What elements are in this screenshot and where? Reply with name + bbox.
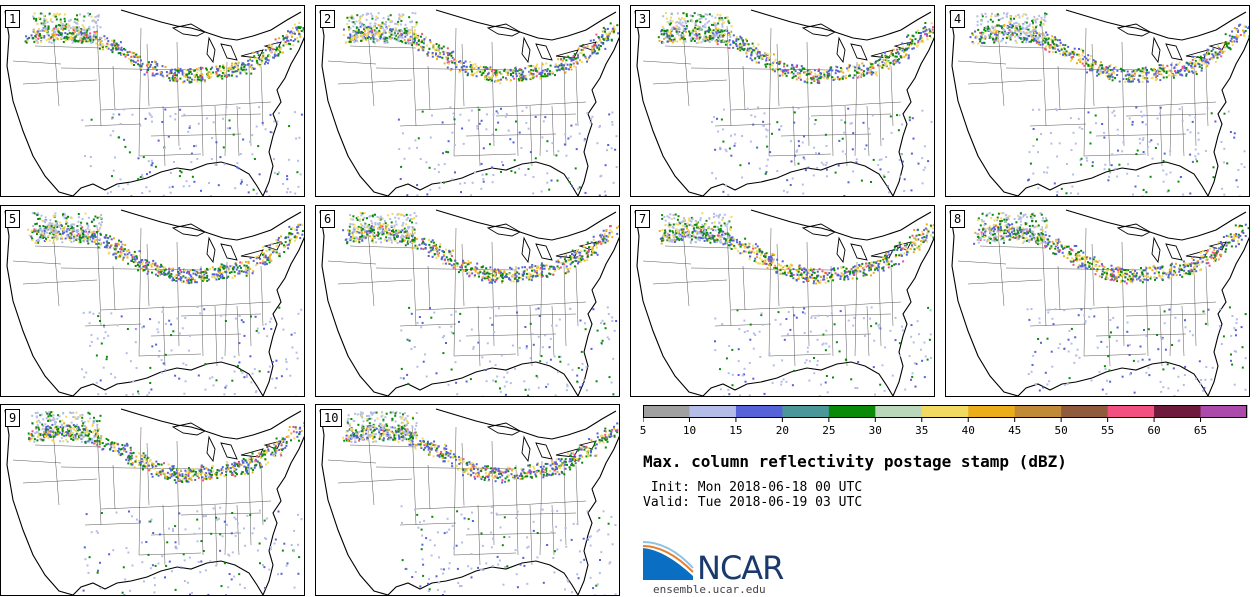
member-number-label: 1 xyxy=(5,10,21,28)
member-number-label: 3 xyxy=(635,10,651,28)
member-10-reflectivity-map xyxy=(319,408,619,595)
member-number-label: 4 xyxy=(950,10,966,28)
member-5-reflectivity-map xyxy=(4,209,304,396)
ensemble-member-map-5: 5 xyxy=(0,205,305,397)
colorbar-swatch xyxy=(968,405,1016,418)
member-number-label: 5 xyxy=(5,210,21,228)
ensemble-member-map-4: 4 xyxy=(945,5,1250,197)
member-6-reflectivity-map xyxy=(319,209,619,396)
member-3-reflectivity-map xyxy=(634,9,934,196)
ensemble-member-map-10: 10 xyxy=(315,404,620,596)
colorbar-tick-35: 35 xyxy=(915,424,929,437)
colorbar-tick-50: 50 xyxy=(1054,424,1068,437)
ensemble-member-map-1: 1 xyxy=(0,5,305,197)
colorbar-swatch xyxy=(643,405,690,418)
member-7-reflectivity-map xyxy=(634,209,934,396)
colorbar-swatch xyxy=(1014,405,1062,418)
colorbar-tick-20: 20 xyxy=(775,424,789,437)
colorbar-tick-55: 55 xyxy=(1100,424,1115,437)
member-1-reflectivity-map xyxy=(4,9,304,196)
colorbar-swatch xyxy=(1061,405,1109,418)
colorbar-tick-65: 65 xyxy=(1193,424,1208,437)
colorbar-swatch xyxy=(875,405,923,418)
colorbar-tick-5: 5 xyxy=(639,424,647,437)
colorbar-swatch xyxy=(1107,405,1155,418)
member-number-label: 6 xyxy=(320,210,336,228)
ensemble-member-map-9: 9 xyxy=(0,404,305,596)
colorbar-tick-30: 30 xyxy=(868,424,882,437)
valid-time: Valid: Tue 2018-06-19 03 UTC xyxy=(643,495,863,510)
colorbar-tick-10: 10 xyxy=(682,424,697,437)
reflectivity-colorbar xyxy=(643,405,1248,422)
colorbar-tick-15: 15 xyxy=(729,424,743,437)
member-number-label: 10 xyxy=(320,409,343,427)
ensemble-url: ensemble.ucar.edu xyxy=(653,583,766,596)
member-8-reflectivity-map xyxy=(949,209,1249,396)
init-time: Init: Mon 2018-06-18 00 UTC xyxy=(643,480,863,495)
colorbar-swatch xyxy=(689,405,737,418)
colorbar-swatch xyxy=(735,405,783,418)
ensemble-member-map-2: 2 xyxy=(315,5,620,197)
member-number-label: 8 xyxy=(950,210,966,228)
member-number-label: 7 xyxy=(635,210,651,228)
member-9-reflectivity-map xyxy=(4,408,304,595)
member-4-reflectivity-map xyxy=(949,9,1249,196)
ncar-logo-text: NCAR xyxy=(697,549,784,587)
member-2-reflectivity-map xyxy=(319,9,619,196)
colorbar-swatch xyxy=(828,405,876,418)
chart-title: Max. column reflectivity postage stamp (… xyxy=(643,452,1067,471)
member-number-label: 2 xyxy=(320,10,336,28)
ensemble-member-map-7: 7 xyxy=(630,205,935,397)
colorbar-swatch xyxy=(1200,405,1248,418)
ensemble-member-map-3: 3 xyxy=(630,5,935,197)
colorbar-tick-60: 60 xyxy=(1147,424,1161,437)
member-number-label: 9 xyxy=(5,409,21,427)
ensemble-member-map-6: 6 xyxy=(315,205,620,397)
colorbar-swatch xyxy=(921,405,969,418)
colorbar-swatch xyxy=(1154,405,1202,418)
colorbar-tick-25: 25 xyxy=(822,424,836,437)
colorbar-tick-40: 40 xyxy=(961,424,975,437)
colorbar-tick-45: 45 xyxy=(1008,424,1022,437)
colorbar-swatch xyxy=(782,405,830,418)
ensemble-member-map-8: 8 xyxy=(945,205,1250,397)
ncar-logo-icon xyxy=(643,540,694,580)
